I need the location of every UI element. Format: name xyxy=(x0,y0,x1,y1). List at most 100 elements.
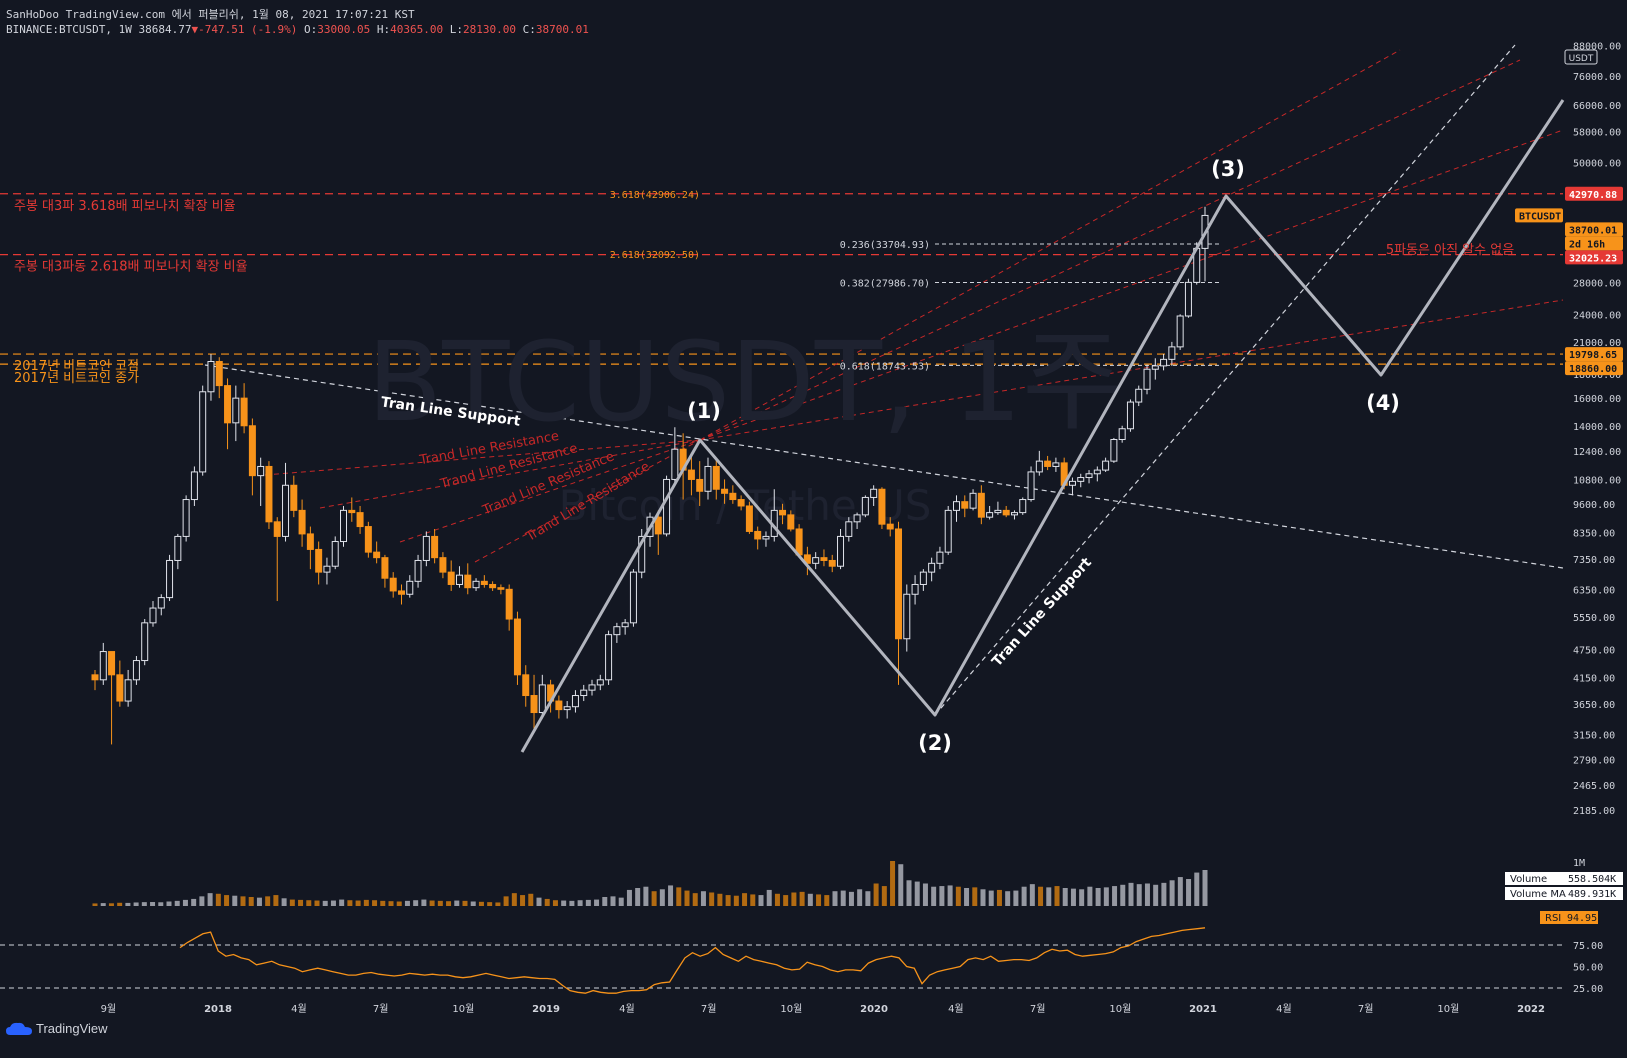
y-tick: 18000.00 xyxy=(1573,370,1621,381)
low-value: 28130.00 xyxy=(463,23,516,36)
resistance-line xyxy=(474,439,701,563)
volume-bar xyxy=(224,895,230,906)
y-tick: 24000.00 xyxy=(1573,310,1621,321)
fib-label: 2.618(32092.50) xyxy=(610,250,700,261)
candle-body xyxy=(671,448,679,480)
volume-bar xyxy=(964,888,970,906)
volume-bar xyxy=(281,898,287,906)
volume-bar xyxy=(355,900,361,906)
y-tick: 21000.00 xyxy=(1573,338,1621,349)
y-tick: 8350.00 xyxy=(1573,529,1615,540)
resistance-line xyxy=(319,439,701,509)
y-tick: 9600.00 xyxy=(1573,500,1615,511)
volume-bar xyxy=(158,902,164,906)
y-tick: 10800.00 xyxy=(1573,475,1621,486)
volume-bar xyxy=(618,897,624,906)
price-tag-label: 2d 16h xyxy=(1569,239,1605,250)
price-tag-label: 38700.01 xyxy=(1569,225,1617,236)
volume-bar xyxy=(528,893,534,906)
high-label: H: xyxy=(376,23,391,36)
price-tag xyxy=(1565,347,1623,362)
tradingview-logo[interactable]: TradingView xyxy=(6,1021,108,1036)
rsi-tick: 25.00 xyxy=(1573,984,1603,995)
candle-body xyxy=(99,651,107,681)
y-tick: 50000.00 xyxy=(1573,158,1621,169)
volume-bar xyxy=(890,861,896,906)
volume-bar xyxy=(684,890,690,906)
volume-bar xyxy=(832,891,838,906)
volume-bar xyxy=(404,900,410,906)
y-tick: 2185.00 xyxy=(1573,806,1615,817)
volume-bar xyxy=(520,895,526,906)
volume-bar xyxy=(1029,884,1035,906)
volume-tag-value: 489.931K xyxy=(1568,889,1616,900)
volume-bar xyxy=(783,895,789,906)
volume-bar xyxy=(1161,882,1167,906)
candle-body xyxy=(364,526,372,553)
price-tag xyxy=(1565,250,1623,265)
volume-bar xyxy=(470,901,476,906)
x-tick: 7월 xyxy=(373,1003,389,1015)
candle-body xyxy=(439,557,447,573)
candle-body xyxy=(373,551,381,559)
volume-bar xyxy=(536,897,542,906)
candle-body xyxy=(108,651,116,676)
volume-bar xyxy=(766,889,772,906)
y-tick: 66000.00 xyxy=(1573,101,1621,112)
candle-body xyxy=(455,574,463,585)
rsi-tag-value: 94.95 xyxy=(1567,913,1597,924)
fib-label: 0.236(33704.93) xyxy=(840,240,930,251)
level-label: 2017년 비트코인 종가 xyxy=(14,371,139,386)
horizontal-levels xyxy=(0,193,1563,366)
volume-bar xyxy=(848,891,854,906)
volume-bar xyxy=(1038,886,1044,906)
volume-axis: 1M xyxy=(1573,858,1585,869)
candle-body xyxy=(571,695,579,708)
candle-body xyxy=(149,607,157,624)
y-tick: 3650.00 xyxy=(1573,700,1615,711)
volume-bar xyxy=(602,897,608,906)
candle-body xyxy=(248,425,256,477)
resistance-line xyxy=(399,439,701,543)
y-tick: 4150.00 xyxy=(1573,673,1615,684)
volume-bar xyxy=(1054,886,1060,906)
volume-tag-name: Volume xyxy=(1510,874,1547,885)
candle-body xyxy=(497,587,505,590)
volume-bar xyxy=(668,885,674,906)
volume-bar xyxy=(750,894,756,906)
volume-bar xyxy=(939,886,945,906)
volume-bar xyxy=(692,893,698,906)
symbol-label[interactable]: BINANCE:BTCUSDT, 1W xyxy=(6,23,132,36)
x-tick: 10월 xyxy=(1437,1003,1459,1015)
y-tick: 14000.00 xyxy=(1573,422,1621,433)
candle-body xyxy=(928,562,936,573)
x-tick: 2021 xyxy=(1189,1004,1217,1015)
candle-body xyxy=(1151,365,1159,370)
volume-bar xyxy=(330,900,336,906)
y-tick: 3150.00 xyxy=(1573,730,1615,741)
volume-bar xyxy=(454,900,460,906)
resistance-extension xyxy=(699,49,1401,441)
volume-bar xyxy=(462,900,468,906)
y-tick: 58000.00 xyxy=(1573,128,1621,139)
volume-bar xyxy=(1112,886,1118,906)
volume-bar xyxy=(174,900,180,906)
watermark-name: Bitcoin / TetherUS xyxy=(559,481,932,530)
candle-body xyxy=(812,557,820,564)
volume-bar xyxy=(1177,877,1183,906)
price-tag-label: 32025.23 xyxy=(1569,253,1617,264)
volume-bar xyxy=(289,899,295,906)
price-tag xyxy=(1565,236,1623,251)
candle-body xyxy=(580,689,588,697)
volume-bar xyxy=(380,900,386,906)
candle-body xyxy=(273,521,281,537)
candle-body xyxy=(605,634,613,681)
volume-bar xyxy=(873,883,879,906)
candle-body xyxy=(298,509,306,535)
candle-body xyxy=(737,499,745,507)
support-line xyxy=(204,364,1564,569)
volume-bar xyxy=(100,903,106,906)
down-arrow-icon: ▼ xyxy=(191,23,199,36)
volume-bar xyxy=(594,899,600,906)
